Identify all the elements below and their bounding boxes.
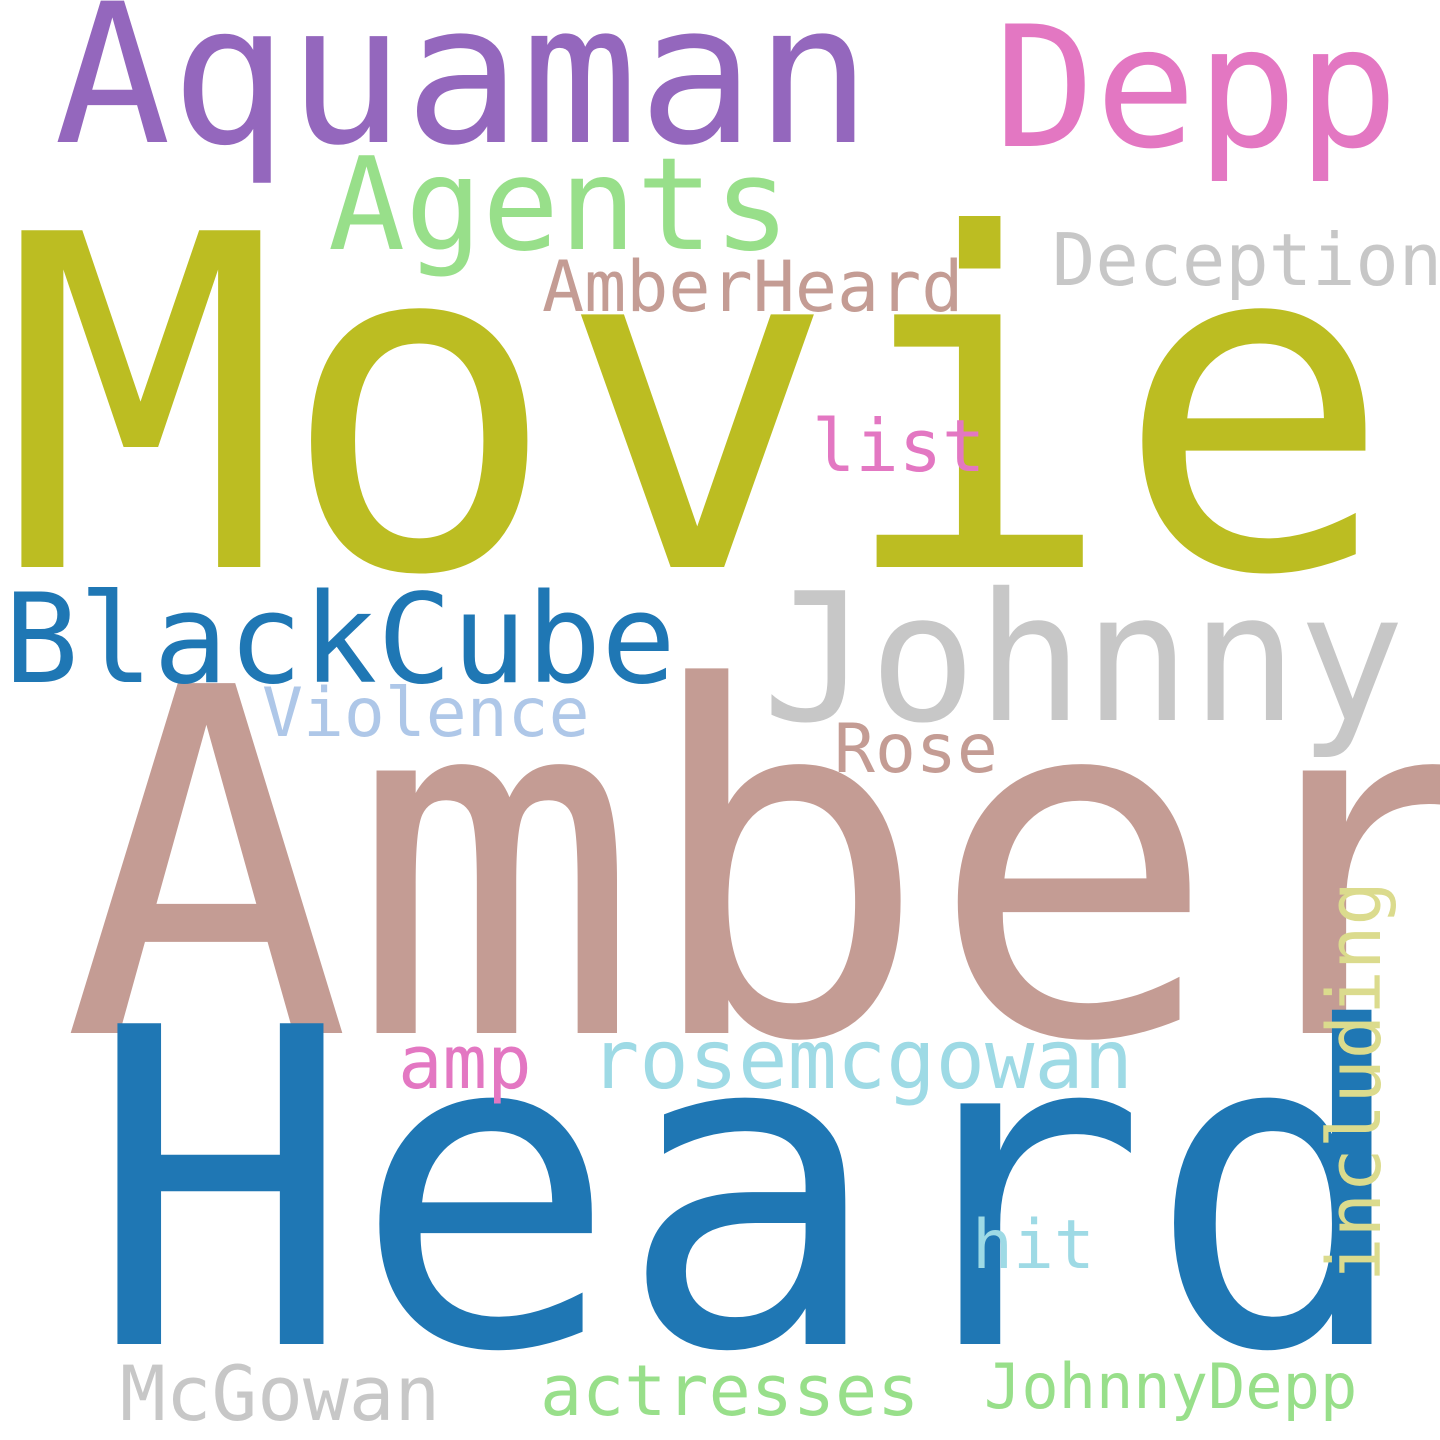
word-violence: Violence <box>262 674 590 753</box>
word-rosemcgowan: rosemcgowan <box>590 1013 1134 1108</box>
word-hit: hit <box>972 1206 1095 1285</box>
word-mcgowan: McGowan <box>120 1349 441 1438</box>
word-amp: amp <box>398 1020 532 1106</box>
word-aquaman: Aquaman <box>54 0 872 188</box>
word-agents: Agents <box>328 131 791 280</box>
word-rose: Rose <box>834 710 998 789</box>
word-depp: Depp <box>994 0 1399 186</box>
word-deception: Deception <box>1052 218 1440 302</box>
word-including: including <box>1312 881 1398 1282</box>
word-johnnydepp: JohnnyDepp <box>984 1350 1358 1423</box>
word-amber: Amber <box>62 588 1440 1147</box>
word-heard: Heard <box>88 936 1413 1440</box>
word-movie: Movie <box>2 138 1393 676</box>
word-list: list <box>812 404 986 488</box>
word-actresses: actresses <box>540 1350 920 1432</box>
word-amberheard: AmberHeard <box>542 246 964 328</box>
word-blackcube: BlackCube <box>4 568 676 712</box>
word-johnny: Johnny <box>762 555 1405 762</box>
